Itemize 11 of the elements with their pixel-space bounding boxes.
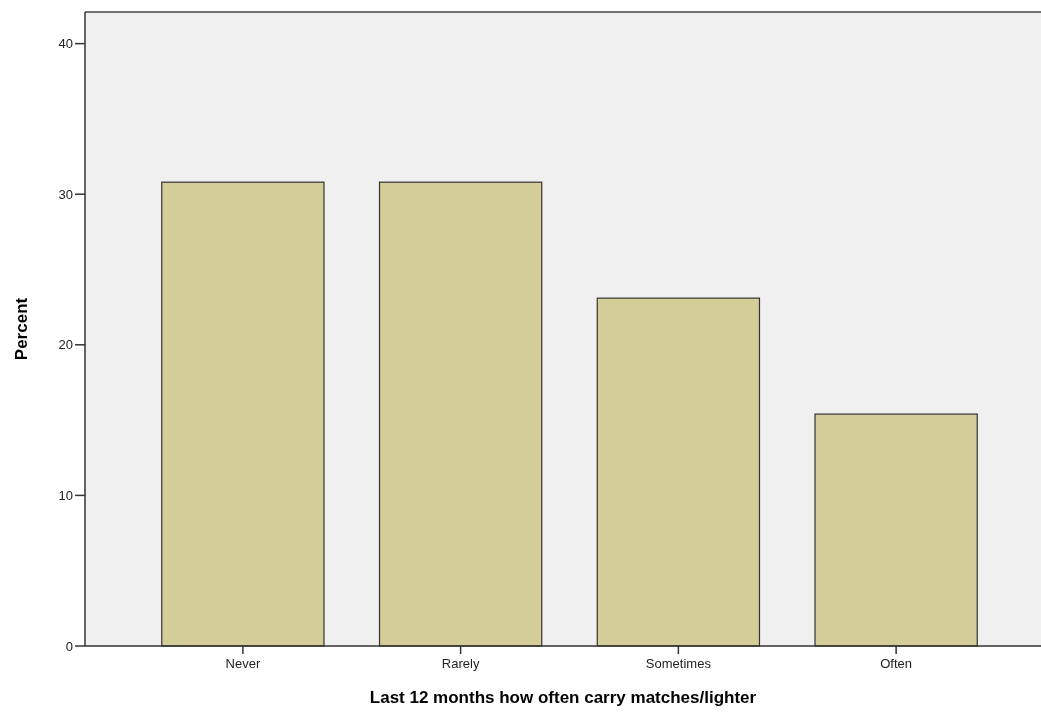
x-tick-label: Sometimes: [645, 656, 712, 671]
x-tick-label: Often: [880, 656, 913, 671]
y-axis-title: Percent: [12, 297, 31, 361]
y-tick-label: 40: [58, 36, 73, 52]
x-tick-label: Rarely: [441, 656, 480, 671]
y-tick-label: 30: [58, 186, 73, 202]
y-tick-label: 10: [58, 487, 73, 503]
y-tick-label: 20: [58, 337, 73, 353]
x-tick-label: Never: [225, 656, 261, 671]
y-tick-label: 0: [65, 638, 73, 654]
x-axis-title: Last 12 months how often carry matches/lighter: [369, 688, 757, 707]
